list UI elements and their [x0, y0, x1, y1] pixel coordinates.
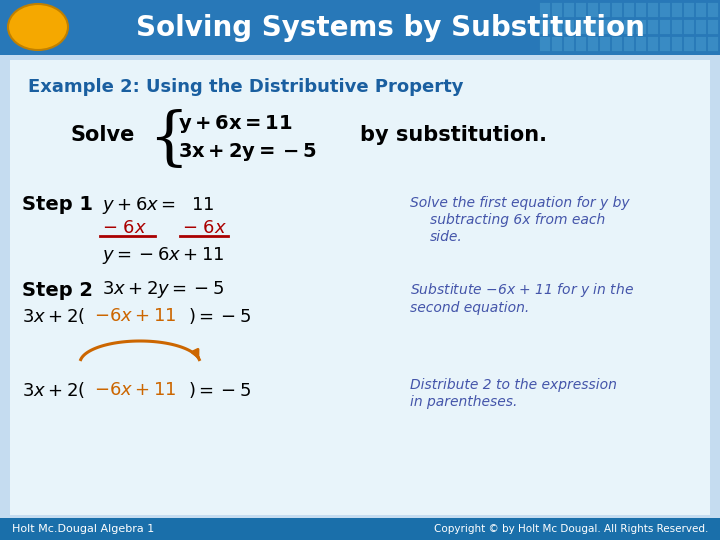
Bar — [660, 3, 670, 17]
Bar — [564, 20, 574, 34]
Bar — [612, 3, 622, 17]
Text: $3x + 2y = -5$: $3x + 2y = -5$ — [102, 280, 225, 300]
Text: $\bf{y + 6x = 11}$: $\bf{y + 6x = 11}$ — [178, 113, 292, 135]
Text: $\bf{3x + 2y = -5}$: $\bf{3x + 2y = -5}$ — [178, 141, 317, 163]
Bar — [552, 20, 562, 34]
Text: Copyright © by Holt Mc Dougal. All Rights Reserved.: Copyright © by Holt Mc Dougal. All Right… — [433, 524, 708, 534]
Bar — [552, 37, 562, 51]
Bar — [648, 3, 658, 17]
Bar — [708, 20, 718, 34]
Bar — [600, 20, 610, 34]
Bar — [600, 37, 610, 51]
Bar — [684, 37, 694, 51]
Bar — [672, 37, 682, 51]
Text: {: { — [148, 110, 189, 171]
Text: by substitution.: by substitution. — [360, 125, 547, 145]
Text: $3x + 2($: $3x + 2($ — [22, 380, 85, 400]
Text: $y + 6x = \ \ 11$: $y + 6x = \ \ 11$ — [102, 194, 215, 215]
Bar — [0, 518, 720, 540]
Bar — [588, 20, 598, 34]
Bar — [576, 37, 586, 51]
Bar — [624, 37, 634, 51]
Bar — [0, 0, 720, 55]
Text: $y = -6x + 11$: $y = -6x + 11$ — [102, 245, 225, 266]
Text: $) = -5$: $) = -5$ — [188, 380, 251, 400]
Bar — [660, 20, 670, 34]
Bar — [10, 60, 710, 515]
Text: Solve: Solve — [70, 125, 135, 145]
Text: $3x + 2($: $3x + 2($ — [22, 306, 85, 326]
Bar — [540, 3, 550, 17]
Bar — [576, 20, 586, 34]
Bar — [576, 3, 586, 17]
Bar — [636, 37, 646, 51]
Bar — [696, 20, 706, 34]
Bar — [696, 3, 706, 17]
Bar — [696, 37, 706, 51]
Text: Solving Systems by Substitution: Solving Systems by Substitution — [135, 14, 644, 42]
Bar — [0, 55, 720, 540]
Bar — [612, 37, 622, 51]
Text: Step 1: Step 1 — [22, 195, 93, 214]
Bar — [708, 3, 718, 17]
Text: Example 2: Using the Distributive Property: Example 2: Using the Distributive Proper… — [28, 78, 464, 96]
Bar — [612, 20, 622, 34]
Bar — [564, 37, 574, 51]
Bar — [552, 3, 562, 17]
Bar — [708, 37, 718, 51]
Text: in parentheses.: in parentheses. — [410, 395, 518, 409]
Bar — [540, 37, 550, 51]
Bar — [624, 20, 634, 34]
Bar — [564, 3, 574, 17]
Bar — [648, 37, 658, 51]
Bar — [624, 3, 634, 17]
Text: Solve the first equation for y by: Solve the first equation for y by — [410, 196, 629, 210]
Text: $) = -5$: $) = -5$ — [188, 306, 251, 326]
Text: $- \ 6x$: $- \ 6x$ — [102, 219, 147, 237]
Bar — [672, 3, 682, 17]
Text: Step 2: Step 2 — [22, 280, 93, 300]
Text: $-6x + 11$: $-6x + 11$ — [94, 307, 176, 325]
Bar — [672, 20, 682, 34]
Text: subtracting 6x from each: subtracting 6x from each — [430, 213, 606, 227]
Text: Substitute $-$6x + 11 for y in the: Substitute $-$6x + 11 for y in the — [410, 281, 634, 299]
Bar — [648, 20, 658, 34]
Bar — [540, 20, 550, 34]
Text: $-6x + 11$: $-6x + 11$ — [94, 381, 176, 399]
Bar — [684, 3, 694, 17]
Text: Holt Mc.Dougal Algebra 1: Holt Mc.Dougal Algebra 1 — [12, 524, 154, 534]
Ellipse shape — [8, 4, 68, 50]
Text: side.: side. — [430, 230, 463, 244]
Bar — [660, 37, 670, 51]
Bar — [636, 3, 646, 17]
Bar — [684, 20, 694, 34]
Text: second equation.: second equation. — [410, 301, 529, 315]
Bar — [636, 20, 646, 34]
Bar — [600, 3, 610, 17]
Bar — [588, 3, 598, 17]
Text: $- \ 6x$: $- \ 6x$ — [182, 219, 228, 237]
Bar — [588, 37, 598, 51]
Text: Distribute 2 to the expression: Distribute 2 to the expression — [410, 378, 617, 392]
